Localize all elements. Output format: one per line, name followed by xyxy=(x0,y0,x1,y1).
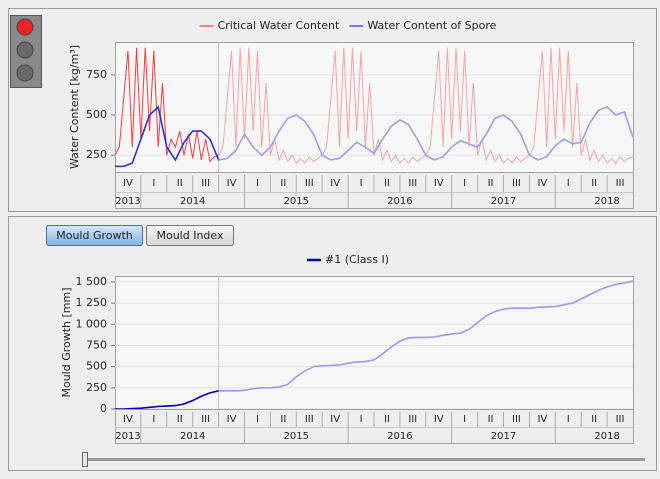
mould-index-button[interactable]: Mould Index xyxy=(146,225,234,246)
series-line xyxy=(115,280,634,410)
x-tick-label: II xyxy=(384,178,390,189)
x-tick-label: I xyxy=(152,178,155,189)
button-label[interactable]: Mould Index xyxy=(156,229,224,242)
x-tick-label: IV xyxy=(227,178,237,189)
year-label: 2015 xyxy=(284,196,309,207)
year-label: 2016 xyxy=(387,196,412,207)
x-tick-label: IV xyxy=(123,414,133,425)
x-tick-label: IV xyxy=(434,414,444,425)
y-axis-label: Mould Growth [mm] xyxy=(60,287,73,397)
x-tick-label: I xyxy=(567,414,570,425)
year-label: 2018 xyxy=(594,431,619,442)
y-axis-label: Water Content [kg/m³] xyxy=(68,45,81,169)
x-tick-label: II xyxy=(384,414,390,425)
legend-label: #1 (Class I) xyxy=(325,253,389,266)
y-tick-label: 250 xyxy=(86,148,107,161)
x-tick-label: IV xyxy=(330,178,340,189)
x-tick-label: III xyxy=(616,178,625,189)
x-tick-label: II xyxy=(280,178,286,189)
legend-label: Water Content of Spore xyxy=(367,19,496,32)
legend-item: #1 (Class I) xyxy=(307,253,389,266)
x-tick-label: I xyxy=(360,414,363,425)
x-tick-label: I xyxy=(360,178,363,189)
x-tick-label: III xyxy=(201,178,210,189)
x-tick-label: IV xyxy=(434,178,444,189)
x-tick-label: II xyxy=(280,414,286,425)
year-label: 2017 xyxy=(491,196,516,207)
x-tick-label: III xyxy=(408,414,417,425)
series-line xyxy=(115,105,634,168)
x-tick-label: I xyxy=(463,414,466,425)
plot-area xyxy=(115,276,634,410)
x-tick-label: II xyxy=(488,178,494,189)
plot-area xyxy=(115,42,634,173)
series-line xyxy=(114,47,634,165)
year-label: 2014 xyxy=(180,196,205,207)
legend-label: Critical Water Content xyxy=(218,19,340,32)
y-tick-label: 500 xyxy=(86,360,107,373)
light-red xyxy=(16,18,34,36)
x-tick-label: III xyxy=(201,414,210,425)
y-tick-label: 750 xyxy=(86,338,107,351)
x-tick-label: III xyxy=(616,414,625,425)
x-tick-label: II xyxy=(177,178,183,189)
y-tick-label: 500 xyxy=(86,108,107,121)
x-tick-label: IV xyxy=(537,178,547,189)
x-tick-label: IV xyxy=(537,414,547,425)
year-label: 2015 xyxy=(284,431,309,442)
x-tick-label: IV xyxy=(227,414,237,425)
light-green xyxy=(16,64,34,82)
y-tick-label: 250 xyxy=(86,381,107,394)
button-face[interactable] xyxy=(46,225,143,246)
year-label: 2018 xyxy=(594,196,619,207)
x-tick-label: I xyxy=(567,178,570,189)
x-tick-label: I xyxy=(152,414,155,425)
x-tick-label: IV xyxy=(123,178,133,189)
legend-item: Critical Water Content xyxy=(199,19,340,32)
y-tick-label: 1 250 xyxy=(76,296,108,309)
slider-thumb[interactable] xyxy=(82,452,88,467)
x-tick-label: II xyxy=(591,178,597,189)
x-tick-label: I xyxy=(463,178,466,189)
x-tick-label: III xyxy=(512,178,521,189)
traffic-light xyxy=(10,15,42,88)
button-face[interactable] xyxy=(146,225,234,246)
x-tick-label: III xyxy=(512,414,521,425)
x-tick-label: III xyxy=(305,414,314,425)
time-slider[interactable] xyxy=(82,452,645,467)
mould-growth-button[interactable]: Mould Growth xyxy=(46,225,143,246)
x-tick-label: II xyxy=(177,414,183,425)
x-tick-label: IV xyxy=(330,414,340,425)
y-tick-label: 1 500 xyxy=(76,275,108,288)
x-tick-label: II xyxy=(488,414,494,425)
year-label: 2014 xyxy=(180,431,205,442)
y-tick-label: 750 xyxy=(86,68,107,81)
y-tick-label: 0 xyxy=(100,402,107,415)
x-tick-label: I xyxy=(256,178,259,189)
x-tick-label: II xyxy=(591,414,597,425)
x-tick-label: I xyxy=(256,414,259,425)
year-label: 2013 xyxy=(115,431,140,442)
year-label: 2016 xyxy=(387,431,412,442)
button-label[interactable]: Mould Growth xyxy=(56,229,133,242)
x-tick-label: III xyxy=(408,178,417,189)
legend-item: Water Content of Spore xyxy=(349,19,497,32)
year-label: 2017 xyxy=(491,431,516,442)
light-yellow xyxy=(16,41,34,59)
year-label: 2013 xyxy=(115,196,140,207)
y-tick-label: 1 000 xyxy=(76,317,108,330)
x-tick-label: III xyxy=(305,178,314,189)
